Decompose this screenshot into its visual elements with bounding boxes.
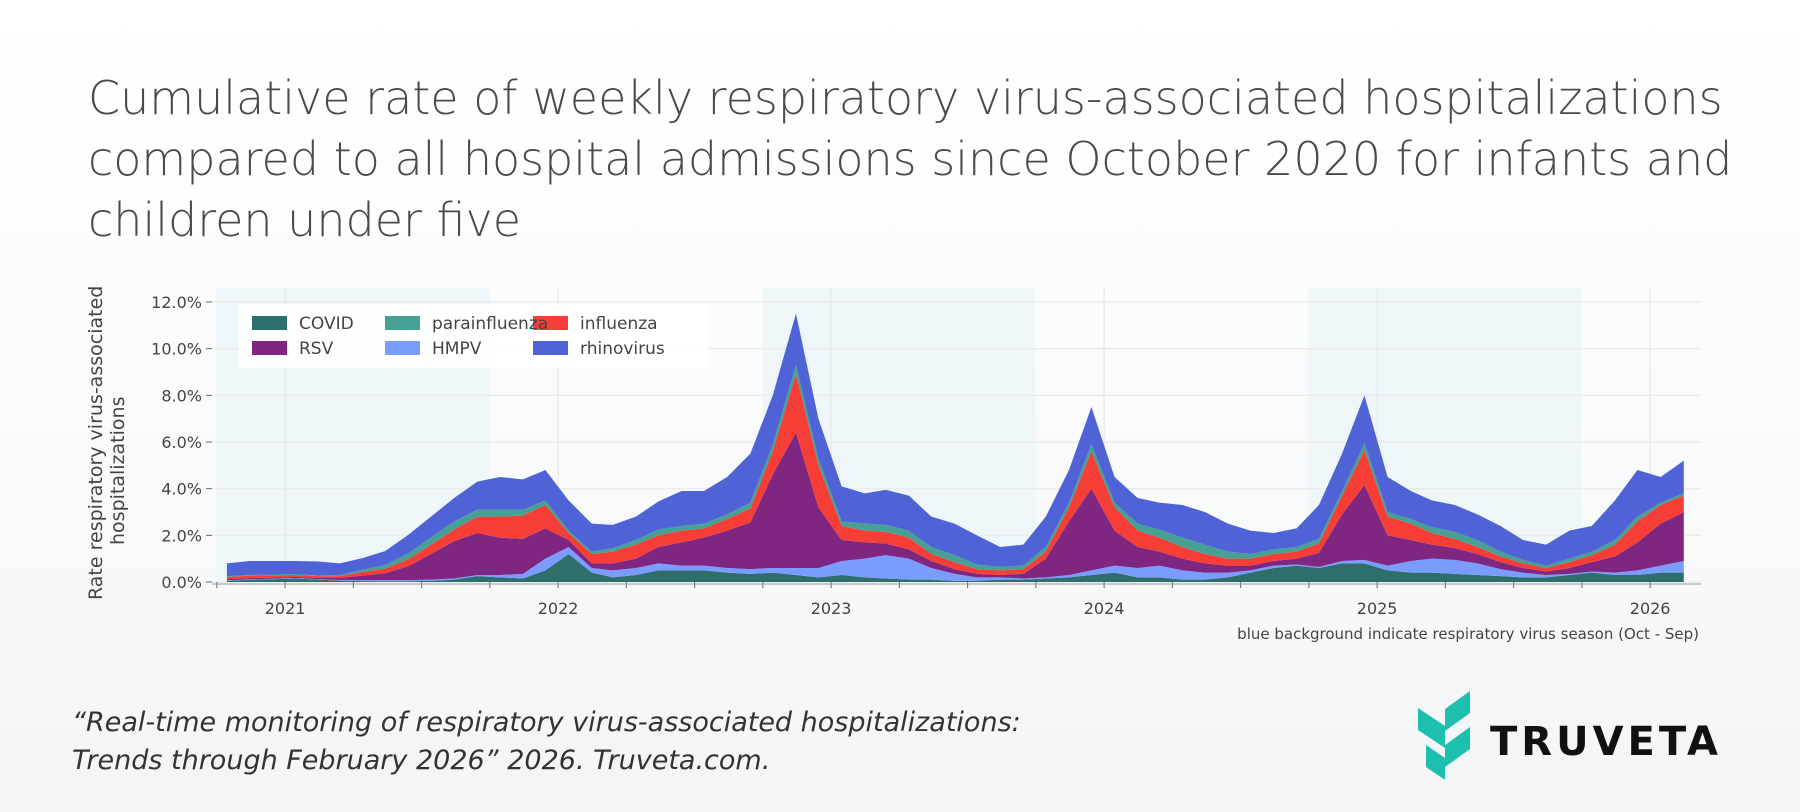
area-covid bbox=[226, 554, 1684, 582]
chart-title: Cumulative rate of weekly respiratory vi… bbox=[88, 71, 1733, 247]
y-tick-label: 2.0% bbox=[161, 526, 202, 545]
x-tick-label: 2022 bbox=[538, 599, 579, 618]
x-tick-label: 2024 bbox=[1084, 599, 1125, 618]
citation: “Real-time monitoring of respiratory vir… bbox=[72, 704, 1021, 780]
season-note: blue background indicate respiratory vir… bbox=[1237, 625, 1699, 643]
legend-swatch-hmpv bbox=[385, 341, 420, 355]
legend-swatch-rhinovirus bbox=[533, 341, 568, 355]
legend-label-influenza: influenza bbox=[580, 314, 658, 334]
y-tick-label: 4.0% bbox=[161, 480, 202, 499]
x-tick-label: 2021 bbox=[265, 599, 306, 618]
legend-swatch-parainfluenza bbox=[385, 316, 420, 330]
axes: 0.0% 2.0% 4.0% 6.0% 8.0% 10.0% 12.0% 2021 2022 20… bbox=[151, 293, 1701, 618]
legend-label-rhinovirus: rhinovirus bbox=[580, 339, 665, 359]
citation-line1: “Real-time monitoring of respiratory vir… bbox=[72, 707, 1021, 738]
y-axis-label: Rate respiratory virus-associated hospit… bbox=[85, 286, 129, 600]
legend-label-hmpv: HMPV bbox=[432, 339, 482, 359]
legend: COVID HMPV RSV influenza parainfluenza rhinov… bbox=[238, 304, 708, 368]
legend-label-covid: COVID bbox=[299, 314, 354, 334]
y-tick-label: 6.0% bbox=[161, 433, 202, 452]
y-tick-label: 8.0% bbox=[161, 386, 202, 405]
logo-leaf-icon bbox=[1418, 691, 1470, 780]
y-tick-label: 12.0% bbox=[151, 293, 202, 312]
area-rhinovirus bbox=[226, 313, 1684, 577]
x-tick-label: 2025 bbox=[1357, 599, 1398, 618]
citation-line2: Trends through February 2026” 2026. Truv… bbox=[72, 745, 771, 776]
y-tick-label: 10.0% bbox=[151, 340, 202, 359]
legend-swatch-influenza bbox=[533, 316, 568, 330]
x-tick-label: 2023 bbox=[811, 599, 852, 618]
legend-label-rsv: RSV bbox=[299, 339, 334, 359]
area-hmpv bbox=[226, 547, 1684, 582]
series-areas bbox=[226, 313, 1684, 582]
y-tick-label: 0.0% bbox=[161, 573, 202, 592]
truveta-logo: TRUVETA bbox=[1418, 691, 1722, 780]
logo-wordmark: TRUVETA bbox=[1490, 719, 1722, 765]
x-tick-label: 2026 bbox=[1630, 599, 1671, 618]
legend-box bbox=[238, 304, 708, 368]
legend-swatch-rsv bbox=[252, 341, 287, 355]
y-axis-label-line2: hospitalizations bbox=[107, 397, 129, 545]
y-axis-label-line1: Rate respiratory virus-associated bbox=[85, 286, 107, 600]
legend-swatch-covid bbox=[252, 316, 287, 330]
legend-label-parainfluenza: parainfluenza bbox=[432, 314, 548, 334]
